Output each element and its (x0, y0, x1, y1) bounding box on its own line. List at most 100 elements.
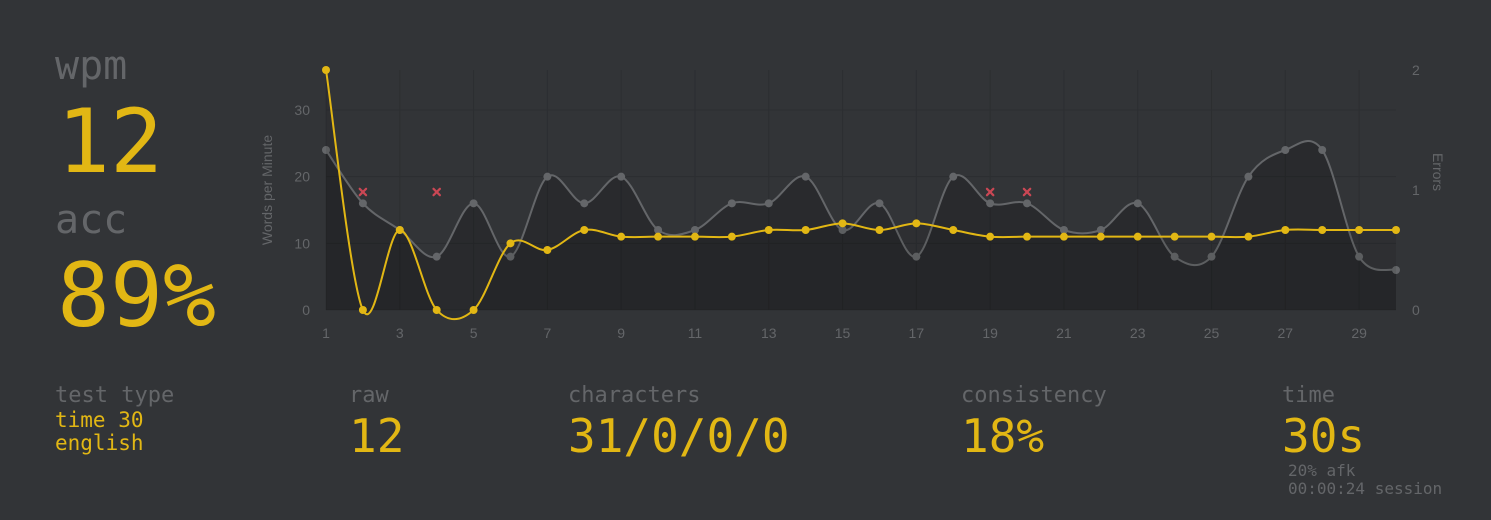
raw-point (986, 199, 995, 208)
wpm-point (322, 66, 330, 74)
wpm-label: wpm (55, 43, 128, 89)
raw-point (469, 199, 478, 208)
x-tick-label: 23 (1130, 325, 1146, 341)
x-tick-label: 9 (617, 325, 625, 341)
wpm-point (764, 226, 773, 234)
x-tick-label: 13 (761, 325, 777, 341)
test-type-language[interactable]: english (55, 431, 144, 456)
wpm-point (469, 306, 478, 314)
raw-point (432, 252, 441, 261)
wpm-point (912, 219, 921, 228)
wpm-point (506, 239, 515, 248)
raw-point (654, 226, 663, 234)
raw-point (764, 199, 773, 208)
wpm-point (1318, 226, 1327, 234)
y-axis-title: Words per Minute (259, 135, 275, 245)
x-tick-label: 15 (835, 325, 851, 341)
raw-value: 12 (349, 409, 405, 464)
wpm-point (1281, 226, 1290, 234)
wpm-point (1392, 226, 1400, 234)
test-type-label: test type (55, 383, 175, 408)
wpm-point (432, 306, 441, 314)
x-tick-label: 17 (909, 325, 925, 341)
y2-tick-label: 0 (1412, 302, 1420, 318)
raw-point (1059, 226, 1068, 234)
raw-point (1096, 226, 1105, 234)
raw-point (322, 146, 330, 154)
y2-tick-label: 2 (1412, 62, 1420, 78)
raw-point (1133, 199, 1142, 208)
wpm-point (395, 226, 404, 234)
wpm-point (654, 232, 663, 241)
y-tick-label: 20 (294, 169, 310, 185)
wpm-point (949, 226, 958, 234)
raw-point (875, 199, 884, 208)
x-tick-label: 11 (688, 325, 703, 341)
raw-point (949, 172, 958, 181)
raw-point (801, 172, 810, 181)
x-tick-label: 1 (322, 325, 330, 341)
test-type-stat: test type time 30 english (55, 383, 174, 456)
consistency-label: consistency (961, 383, 1107, 408)
x-tick-label: 3 (396, 325, 404, 341)
raw-point (1318, 146, 1327, 154)
error-marker (985, 187, 995, 197)
time-stat: time 30s 20% afk 00:00:24 session (1282, 383, 1442, 499)
raw-point (727, 199, 736, 208)
wpm-point (1059, 232, 1068, 241)
characters-value: 31/0/0/0 (568, 409, 790, 464)
y-tick-label: 10 (294, 235, 310, 251)
raw-point (1281, 146, 1290, 154)
characters-stat: characters 31/0/0/0 (568, 383, 790, 462)
wpm-point (1355, 226, 1364, 234)
error-marker (1022, 187, 1032, 197)
y2-axis-title: Errors (1430, 153, 1446, 191)
raw-line (325, 140, 1397, 272)
wpm-point (1170, 232, 1179, 241)
raw-point (1023, 199, 1032, 208)
wpm-point (1133, 232, 1142, 241)
raw-stat: raw 12 (349, 383, 404, 462)
wpm-chart[interactable]: 1 3 5 7 9 11 13 15 17 19 21 23 25 27 290102030012Words… (250, 50, 1450, 350)
error-marker (358, 187, 368, 197)
x-tick-label: 29 (1351, 325, 1367, 341)
consistency-stat: consistency 18% (961, 383, 1107, 462)
raw-point (580, 199, 589, 208)
acc-value: 89% (57, 244, 216, 347)
raw-point (690, 226, 699, 234)
wpm-point (986, 232, 995, 241)
wpm-point (358, 306, 367, 314)
wpm-point (801, 226, 810, 234)
wpm-point (1096, 232, 1105, 241)
session-value: 00:00:24 session (1288, 479, 1443, 499)
raw-point (912, 252, 921, 261)
y-tick-label: 0 (302, 302, 310, 318)
error-marker (432, 187, 441, 197)
raw-point (1392, 266, 1400, 274)
consistency-value: 18% (961, 409, 1045, 464)
raw-label: raw (349, 383, 389, 408)
wpm-point (617, 232, 626, 241)
x-tick-label: 7 (543, 325, 551, 341)
y2-tick-label: 1 (1412, 182, 1420, 198)
raw-point (358, 199, 367, 208)
raw-area (326, 141, 1396, 310)
wpm-point (875, 226, 884, 234)
x-tick-label: 25 (1204, 325, 1220, 341)
time-value: 30s (1282, 409, 1366, 464)
wpm-point (580, 226, 589, 234)
time-label: time (1282, 383, 1335, 408)
test-type-mode[interactable]: time 30 (55, 408, 144, 433)
acc-label: acc (55, 197, 128, 243)
wpm-point (727, 232, 736, 241)
x-tick-label: 27 (1278, 325, 1294, 341)
x-tick-label: 19 (982, 325, 998, 341)
wpm-value: 12 (57, 90, 163, 193)
characters-label: characters (568, 383, 701, 408)
raw-point (1170, 252, 1179, 261)
raw-point (617, 172, 626, 181)
x-tick-label: 21 (1056, 325, 1072, 341)
raw-point (506, 252, 515, 261)
y-tick-label: 30 (294, 102, 310, 118)
raw-point (543, 172, 552, 181)
